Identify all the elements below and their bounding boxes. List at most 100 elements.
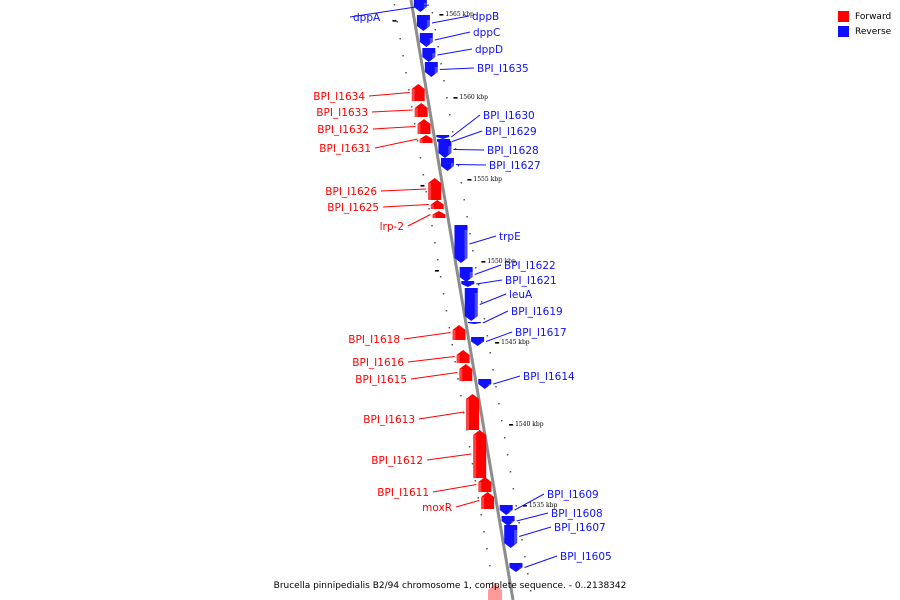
- gene-bpi-i1635[interactable]: [424, 62, 438, 77]
- gene-bpi-i1631[interactable]: [419, 135, 433, 143]
- gene-labels[interactable]: dppA dppB dppC dppD BPI_I1635 BPI_I1634 BPI_I1…: [313, 4, 612, 568]
- gene-bpi-i1605[interactable]: [509, 563, 523, 572]
- gene-bpi-i1612[interactable]: [473, 430, 487, 478]
- gene-arrow[interactable]: [438, 141, 452, 158]
- gene-bpi-i1625[interactable]: [430, 200, 444, 209]
- gene-label-moxr[interactable]: moxR: [422, 502, 452, 514]
- gene-label-bpi-i1633[interactable]: BPI_I1633: [316, 107, 368, 119]
- gene-label-bpi-i1617[interactable]: BPI_I1617: [515, 327, 567, 339]
- gene-arrow[interactable]: [461, 281, 475, 287]
- gene-trpe[interactable]: [454, 225, 468, 263]
- gene-label-bpi-i1607[interactable]: BPI_I1607: [554, 522, 606, 534]
- gene-bpi-i1617[interactable]: [471, 337, 485, 346]
- gene-label-leua[interactable]: leuA: [509, 289, 533, 301]
- gene-label-bpi-i1619[interactable]: BPI_I1619: [511, 306, 563, 318]
- gene-leua[interactable]: [464, 288, 478, 321]
- gene-arrow[interactable]: [459, 364, 473, 381]
- gene-label-bpi-i1611[interactable]: BPI_I1611: [377, 487, 429, 499]
- gene-label-bpi-i1605[interactable]: BPI_I1605: [560, 551, 612, 563]
- gene-features[interactable]: [411, 0, 523, 600]
- gene-arrow[interactable]: [478, 379, 492, 389]
- gene-bpi-i1628[interactable]: [438, 141, 452, 158]
- gene-bpi-i1622[interactable]: [459, 267, 473, 282]
- legend-item-forward[interactable]: Forward: [838, 9, 891, 24]
- gene-arrow[interactable]: [481, 492, 495, 509]
- gene-arrow[interactable]: [509, 563, 523, 572]
- gene-label-bpi-i1608[interactable]: BPI_I1608: [551, 508, 603, 520]
- gene-label-bpi-i1631[interactable]: BPI_I1631: [319, 143, 371, 155]
- gene-bpi-i1607[interactable]: [504, 525, 518, 548]
- gene-arrow[interactable]: [452, 325, 466, 340]
- gene-arrow[interactable]: [422, 48, 436, 62]
- gene-moxr[interactable]: [481, 492, 495, 509]
- gene-bpi-i1630[interactable]: [436, 135, 450, 139]
- gene-label-bpi-i1613[interactable]: BPI_I1613: [363, 414, 415, 426]
- gene-label-bpi-i1621[interactable]: BPI_I1621: [505, 275, 557, 287]
- gene-label-bpi-i1615[interactable]: BPI_I1615: [355, 374, 407, 386]
- gene-arrow[interactable]: [430, 200, 444, 209]
- gene-arrow[interactable]: [471, 337, 485, 346]
- gene-label-bpi-i1622[interactable]: BPI_I1622: [504, 260, 556, 272]
- gene-label-dppb[interactable]: dppB: [472, 11, 499, 23]
- gene-bpi-i1608[interactable]: [501, 516, 515, 526]
- gene-dppb[interactable]: [416, 15, 430, 31]
- gene-label-dppc[interactable]: dppC: [473, 27, 500, 39]
- gene-bpi-i1633[interactable]: [414, 103, 428, 117]
- gene-label-bpi-i1628[interactable]: BPI_I1628: [487, 145, 539, 157]
- gene-lrp-2[interactable]: [432, 211, 446, 218]
- gene-bpi-i1626[interactable]: [428, 178, 442, 200]
- gene-bpi-i1613[interactable]: [466, 394, 480, 430]
- gene-arrow[interactable]: [459, 267, 473, 282]
- gene-bpi-i1621[interactable]: [461, 281, 475, 287]
- gene-bpi-i1609[interactable]: [499, 505, 513, 515]
- gene-label-bpi-i1625[interactable]: BPI_I1625: [327, 202, 379, 214]
- gene-arrow[interactable]: [432, 211, 446, 218]
- gene-arrow[interactable]: [428, 178, 442, 200]
- gene-label-dppd[interactable]: dppD: [475, 44, 503, 56]
- gene-label-bpi-i1635[interactable]: BPI_I1635: [477, 63, 529, 75]
- gene-arrow[interactable]: [456, 350, 470, 363]
- gene-label-bpi-i1627[interactable]: BPI_I1627: [489, 160, 541, 172]
- gene-label-bpi-i1630[interactable]: BPI_I1630: [483, 110, 535, 122]
- gene-bpi-i1632[interactable]: [417, 119, 431, 134]
- gene-arrow[interactable]: [416, 15, 430, 31]
- gene-label-lrp-2[interactable]: lrp-2: [380, 221, 404, 233]
- gene-label-bpi-i1614[interactable]: BPI_I1614: [523, 371, 575, 383]
- gene-bpi-i1616[interactable]: [456, 350, 470, 363]
- gene-bpi-i1619[interactable]: [467, 322, 481, 324]
- gene-arrow[interactable]: [501, 516, 515, 526]
- gene-arrow[interactable]: [478, 477, 492, 492]
- gene-label-bpi-i1629[interactable]: BPI_I1629: [485, 126, 537, 138]
- gene-arrow[interactable]: [464, 288, 478, 321]
- gene-bpi-i1615[interactable]: [459, 364, 473, 381]
- gene-arrow[interactable]: [411, 84, 425, 101]
- gene-arrow[interactable]: [424, 62, 438, 77]
- gene-label-bpi-i1626[interactable]: BPI_I1626: [325, 186, 377, 198]
- gene-label-bpi-i1632[interactable]: BPI_I1632: [317, 124, 369, 136]
- gene-label-bpi-i1609[interactable]: BPI_I1609: [547, 489, 599, 501]
- gene-bpi-i1614[interactable]: [478, 379, 492, 389]
- gene-bpi-i1618[interactable]: [452, 325, 466, 340]
- gene-bpi-i1634[interactable]: [411, 84, 425, 101]
- gene-arrow[interactable]: [454, 225, 468, 263]
- gene-bpi-i1627[interactable]: [440, 158, 454, 171]
- gene-arrow[interactable]: [436, 135, 450, 139]
- gene-arrow[interactable]: [440, 158, 454, 171]
- gene-arrow[interactable]: [473, 430, 487, 478]
- gene-label-bpi-i1634[interactable]: BPI_I1634: [313, 91, 365, 103]
- gene-arrow[interactable]: [504, 525, 518, 548]
- gene-arrow[interactable]: [467, 322, 481, 324]
- gene-dppc[interactable]: [419, 33, 433, 47]
- gene-label-bpi-i1616[interactable]: BPI_I1616: [352, 357, 404, 369]
- gene-arrow[interactable]: [499, 505, 513, 515]
- gene-label-bpi-i1618[interactable]: BPI_I1618: [348, 334, 400, 346]
- gene-label-dppa[interactable]: dppA: [353, 12, 381, 24]
- gene-label-bpi-i1612[interactable]: BPI_I1612: [371, 455, 423, 467]
- legend-item-reverse[interactable]: Reverse: [838, 24, 891, 39]
- gene-arrow[interactable]: [414, 103, 428, 117]
- gene-arrow[interactable]: [466, 394, 480, 430]
- gene-arrow[interactable]: [419, 33, 433, 47]
- gene-arrow[interactable]: [419, 135, 433, 143]
- gene-dppd[interactable]: [422, 48, 436, 62]
